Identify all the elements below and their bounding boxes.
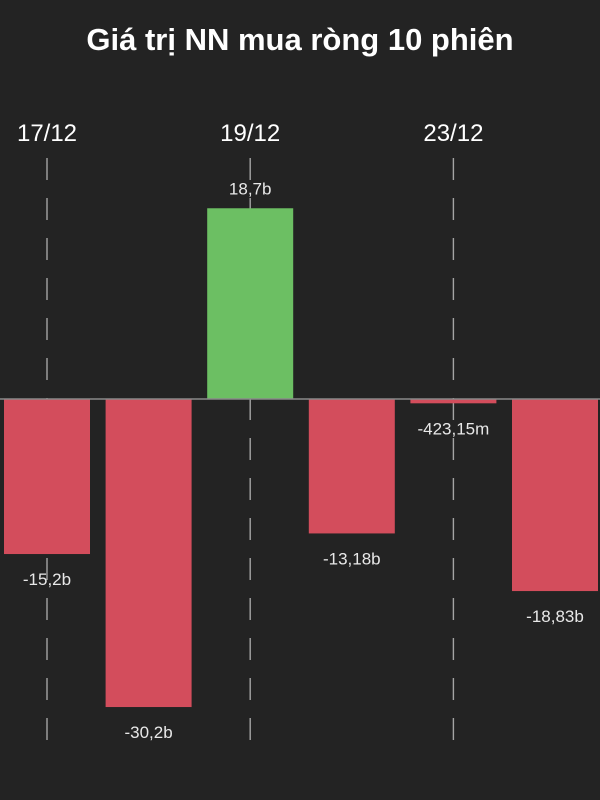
data-label: -30,2b (124, 723, 172, 742)
bar (4, 399, 90, 555)
data-label: -13,18b (323, 549, 381, 568)
data-label: -18,83b (526, 607, 584, 626)
chart-title: Giá trị NN mua ròng 10 phiên (86, 22, 514, 57)
bar (105, 399, 192, 708)
bar (410, 399, 497, 404)
bar (512, 399, 598, 592)
data-label: 18,7b (229, 179, 272, 198)
data-label: -15,2b (23, 570, 71, 589)
x-tick-label: 17/12 (17, 120, 77, 147)
x-tick-label: 23/12 (423, 120, 483, 147)
x-tick-label: 19/12 (220, 120, 280, 147)
bar (207, 208, 294, 399)
bar (308, 399, 395, 534)
data-label: -423,15m (417, 419, 489, 438)
